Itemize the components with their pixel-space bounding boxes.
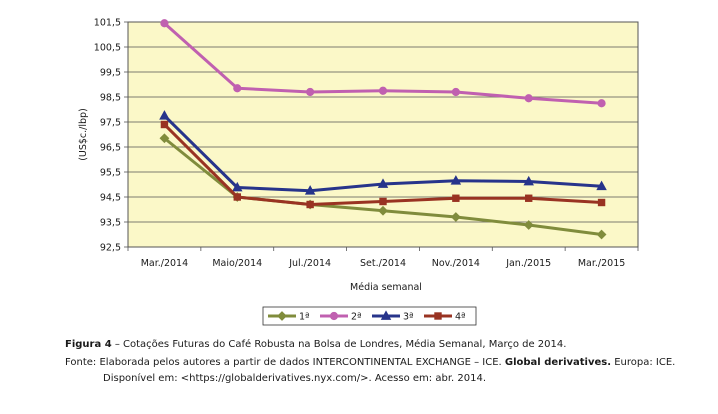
x-tick-label: Maio/2014	[212, 258, 262, 269]
x-tick-label: Set./2014	[360, 258, 406, 269]
data-point	[523, 220, 534, 230]
data-point	[596, 229, 607, 240]
data-point	[597, 198, 606, 207]
y-tick-label: 99,5	[100, 68, 121, 79]
legend: 1ª 2ª 3ª 4ª	[262, 306, 477, 326]
legend-item: 2ª	[320, 312, 362, 323]
data-point	[596, 180, 607, 191]
y-tick-label: 101,5	[94, 18, 121, 29]
figure-caption: Figura 4 – Cotações Futuras do Café Robu…	[65, 338, 705, 352]
gridlines	[128, 21, 638, 248]
source-suffix: Europa: ICE.	[611, 357, 676, 368]
series-4	[160, 120, 606, 209]
data-point	[233, 84, 242, 93]
data-point	[378, 205, 388, 216]
data-point	[306, 200, 314, 209]
data-point	[233, 193, 241, 201]
legend-label: 4ª	[455, 312, 466, 323]
data-point	[524, 94, 533, 103]
x-tick-label: Mar./2014	[141, 258, 188, 269]
y-tick-label: 94,5	[100, 193, 121, 204]
legend-swatch-marker	[380, 310, 392, 320]
x-axis-title: Média semanal	[350, 282, 422, 293]
legend-item: 1ª	[268, 311, 310, 323]
y-tick-label: 96,5	[100, 143, 121, 154]
y-tick-label: 95,5	[100, 168, 121, 179]
source-bold: Global derivatives.	[504, 357, 612, 368]
y-tick-label: 92,5	[100, 243, 121, 254]
figure-caption-text: – Cotações Futuras do Café Robusta na Bo…	[111, 339, 567, 350]
legend-item: 4ª	[424, 312, 466, 323]
data-point	[159, 133, 170, 144]
x-axis: Mar./2014 Maio/2014 Jul./2014 Set./2014 Nov.…	[127, 247, 639, 269]
y-tick-label: 98,5	[100, 93, 121, 104]
data-point	[160, 120, 169, 129]
legend-label: 2ª	[351, 312, 362, 323]
data-point	[232, 181, 243, 192]
source-line: Fonte: Elaborada pelos autores a partir …	[65, 356, 705, 370]
legend-swatch-marker	[329, 311, 339, 321]
series-3	[159, 110, 607, 195]
series-layer	[159, 19, 607, 240]
data-point	[160, 19, 169, 28]
data-point	[450, 212, 461, 222]
legend-swatch-marker	[434, 312, 442, 320]
data-point	[450, 175, 462, 185]
data-point	[523, 175, 534, 186]
data-point	[378, 86, 388, 95]
data-point	[452, 194, 460, 202]
data-point	[159, 110, 170, 120]
source-prefix: Fonte: Elaborada pelos autores a partir …	[65, 357, 505, 368]
x-tick-label: Mar./2015	[578, 258, 625, 269]
data-point	[597, 99, 606, 108]
y-axis: 101,5 100,5 99,5 98,5 97,5 96,5 95,5 94,5 93,5 92…	[94, 18, 128, 254]
data-point	[379, 197, 387, 206]
x-tick-label: Jul./2014	[288, 258, 331, 269]
x-tick-label: Nov./2014	[432, 258, 480, 269]
legend-label: 3ª	[403, 312, 414, 323]
series-2	[160, 19, 606, 108]
data-point	[377, 178, 389, 188]
legend-item: 3ª	[372, 310, 414, 323]
y-tick-label: 93,5	[100, 218, 121, 229]
line-chart: 101,5 100,5 99,5 98,5 97,5 96,5 95,5 94,5 93,5 92…	[78, 18, 639, 326]
data-point	[306, 87, 315, 97]
legend-box	[262, 306, 477, 326]
data-point	[451, 87, 460, 97]
x-tick-label: Jan./2015	[505, 258, 551, 269]
y-tick-label: 100,5	[94, 43, 121, 54]
legend-swatch-marker	[277, 311, 287, 321]
legend-label: 1ª	[299, 312, 310, 323]
data-point	[525, 194, 533, 202]
y-tick-label: 97,5	[100, 118, 121, 129]
source-line-2: Disponível em: <https://globalderivative…	[103, 373, 486, 384]
data-point	[304, 185, 316, 195]
figure-label: Figura 4	[65, 339, 112, 350]
y-axis-title: (US$c./lbp)	[78, 108, 89, 161]
